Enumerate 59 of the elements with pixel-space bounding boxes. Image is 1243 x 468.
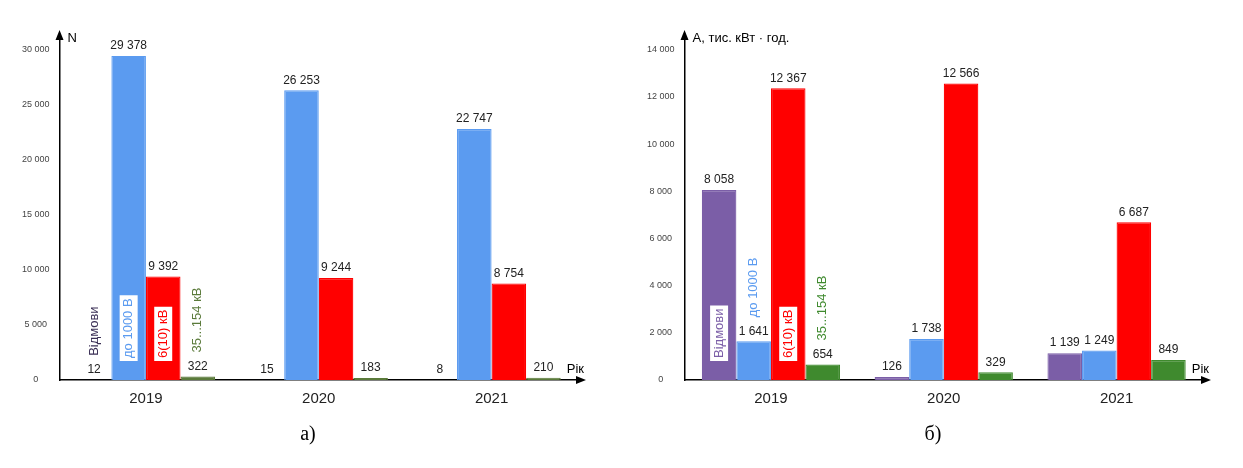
y-tick-label: 15 000 xyxy=(22,209,50,219)
text: а) xyxy=(300,422,316,445)
data-label: 22 747 xyxy=(455,111,493,126)
y-tick-label: 30 000 xyxy=(22,43,50,54)
series-label: до 1000 В xyxy=(120,298,136,358)
data-label: 6 687 xyxy=(1118,204,1150,219)
text: 35...154 кВ xyxy=(814,275,830,341)
x-tick-label: 2019 xyxy=(754,389,788,407)
data-label: 26 253 xyxy=(283,72,321,87)
y-tick-label: 10 000 xyxy=(647,138,675,149)
y-tick-label: 14 000 xyxy=(647,44,675,55)
y-tick-label: 12 000 xyxy=(647,91,675,102)
data-label: 29 378 xyxy=(110,38,148,53)
data-label: 15 xyxy=(260,362,274,377)
x-axis-title: Рік xyxy=(566,361,585,377)
data-label: 8 058 xyxy=(704,172,735,187)
x-tick-label: 2021 xyxy=(474,389,509,407)
data-label: 9 244 xyxy=(321,260,352,275)
text: 35...154 кВ xyxy=(189,287,205,353)
data-label: 126 xyxy=(881,359,903,374)
y-tick-label: 4 000 xyxy=(649,280,673,291)
y-tick-label: 2 000 xyxy=(649,327,673,338)
y-tick-label: 5 000 xyxy=(24,319,48,330)
data-label: 9 392 xyxy=(148,258,179,273)
y-tick-label: 20 000 xyxy=(22,153,50,164)
data-label: 1 738 xyxy=(911,321,942,336)
x-tick-label: 2019 xyxy=(129,389,163,407)
y-tick-label: 8 000 xyxy=(649,185,673,196)
data-label: 183 xyxy=(360,360,381,375)
x-tick-label: 2020 xyxy=(927,389,961,407)
x-axis-title: Рік xyxy=(1191,361,1210,377)
data-label: 12 367 xyxy=(769,70,807,85)
y-axis-title: N xyxy=(67,30,77,46)
text: Відмови xyxy=(85,306,101,356)
data-label: 8 xyxy=(436,362,444,377)
data-label: 210 xyxy=(533,360,554,374)
data-label: 12 566 xyxy=(942,65,980,80)
text: до 1000 В xyxy=(745,257,761,318)
data-label: 12 xyxy=(87,362,102,377)
y-tick-label: 25 000 xyxy=(22,98,50,109)
series-label: Відмови xyxy=(710,308,726,358)
series-label: 6(10) кВ xyxy=(154,309,170,358)
data-label: 322 xyxy=(187,358,209,373)
data-label: 849 xyxy=(1158,342,1179,357)
text: б) xyxy=(924,422,942,445)
data-label: 1 249 xyxy=(1084,332,1115,347)
x-tick-label: 2020 xyxy=(302,389,336,407)
y-axis-title: А, тис. кВт · год. xyxy=(692,30,790,46)
data-label: 329 xyxy=(985,354,1006,369)
series-label: 6(10) кВ xyxy=(779,309,795,358)
y-tick-label: 10 000 xyxy=(22,264,50,275)
data-label: 654 xyxy=(812,346,834,361)
data-label: 8 754 xyxy=(493,265,525,280)
x-tick-label: 2021 xyxy=(1099,389,1134,407)
data-label: 1 139 xyxy=(1049,335,1081,350)
data-label: 1 641 xyxy=(738,323,769,338)
y-tick-label: 0 xyxy=(33,374,39,385)
y-tick-label: 6 000 xyxy=(649,232,673,243)
y-tick-label: 0 xyxy=(658,374,664,385)
